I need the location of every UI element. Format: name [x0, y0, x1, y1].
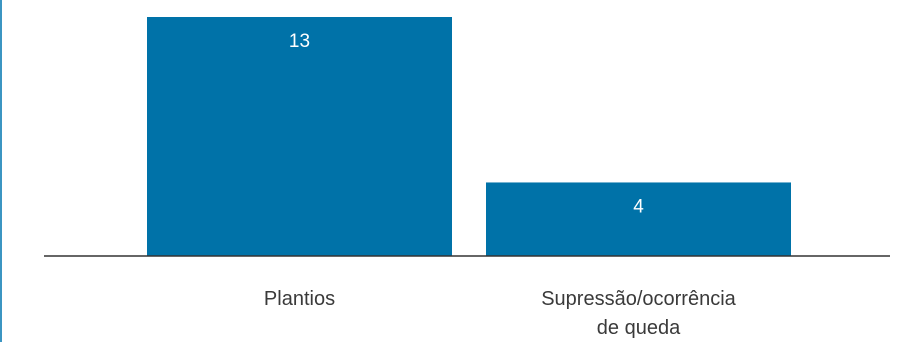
bar-2 [486, 182, 791, 256]
category-label-line: de queda [597, 317, 681, 339]
data-label-1: 13 [289, 31, 310, 52]
category-label-2: Supressão/ocorrência de queda [541, 288, 736, 339]
data-label-2: 4 [633, 196, 644, 217]
labels-group: 13 Plantios 4 Supressão/ocorrência de queda [264, 31, 737, 339]
bar-1 [147, 17, 452, 256]
category-label-line: Plantios [264, 288, 335, 310]
category-label-1: Plantios [264, 288, 335, 310]
bars-group [147, 17, 791, 256]
frame-left-border [0, 0, 2, 342]
category-label-line: Supressão/ocorrência [541, 288, 736, 310]
